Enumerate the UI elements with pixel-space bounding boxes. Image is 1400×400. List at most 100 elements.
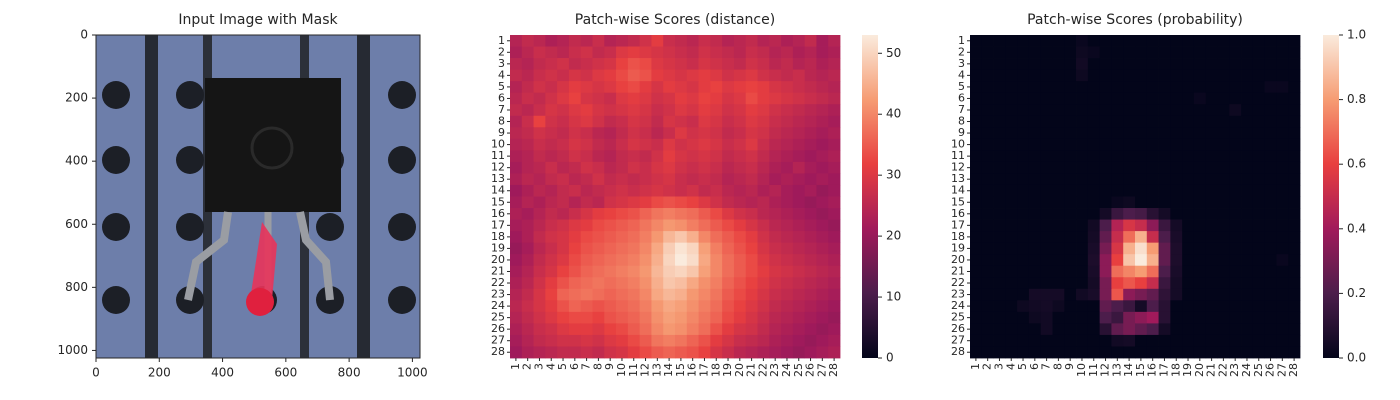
heatmap-cell [663, 81, 676, 94]
heatmap-cell [1229, 288, 1242, 301]
heatmap-cell [1146, 92, 1159, 105]
heatmap-cell [970, 242, 983, 255]
heatmap-cell [1076, 115, 1089, 128]
heatmap-cell [698, 334, 711, 347]
heatmap-cell [1052, 127, 1065, 140]
heatmap-cell [616, 196, 629, 209]
heatmap-cell [1170, 311, 1183, 324]
heatmap-cell [816, 46, 829, 59]
heatmap-cell [580, 81, 593, 94]
heatmap-cell [1123, 161, 1136, 174]
heatmap-cell [804, 208, 817, 220]
heatmap-cell [616, 300, 629, 313]
heatmap-cell [1076, 311, 1089, 324]
heatmap-cell [745, 277, 758, 290]
heatmap-cell [1135, 69, 1148, 82]
heatmap-cell [733, 92, 747, 105]
heatmap-cell [616, 231, 629, 244]
heatmap-cell [1064, 161, 1077, 174]
heatmap-cell [1264, 161, 1277, 174]
heatmap-cell [533, 323, 546, 336]
heatmap-cell [604, 346, 617, 359]
heatmap-cell [1064, 219, 1077, 232]
heatmap-cell [592, 92, 605, 105]
heatmap-cell [970, 81, 983, 94]
heatmap-cell [521, 92, 534, 105]
heatmap-cell [792, 346, 806, 359]
heatmap-cell [1158, 150, 1171, 163]
heatmap-cell [1111, 104, 1124, 117]
heatmap-cell [1005, 323, 1018, 336]
heatmap-cell [1288, 104, 1301, 117]
heatmap-cell [1076, 173, 1089, 186]
heatmap-cell [686, 277, 699, 290]
heatmap-cell [710, 334, 723, 347]
heatmap-cell [510, 311, 523, 324]
heatmap-cell [1087, 115, 1101, 128]
heatmap-cell [1158, 208, 1171, 220]
heatmap-cell [1052, 254, 1065, 267]
heatmap-cell [733, 161, 747, 174]
heatmap-cell [769, 161, 782, 174]
heatmap-cell [663, 231, 676, 244]
heatmap-cell [1276, 231, 1289, 244]
heatmap-cell [993, 334, 1006, 347]
heatmap-cell [710, 323, 723, 336]
heatmap-cell [557, 127, 570, 140]
heatmap-cell [1205, 150, 1218, 163]
heatmap-cell [1005, 277, 1018, 290]
heatmap-cell [1123, 46, 1136, 59]
heatmap-cell [781, 242, 794, 255]
heatmap-cell [1099, 69, 1112, 82]
heatmap-cell [710, 69, 723, 82]
heatmap-cell [1052, 219, 1065, 232]
heatmap-cell [1111, 311, 1124, 324]
heatmap-cell [745, 288, 758, 301]
heatmap-cell [816, 265, 829, 278]
heatmap-cell [568, 277, 582, 290]
heatmap-cell [1146, 334, 1159, 347]
heatmap-cell [1288, 81, 1301, 94]
heatmap-cell [828, 334, 841, 347]
heatmap-cell [993, 231, 1006, 244]
heatmap-cell [781, 35, 794, 47]
heatmap-cell [1170, 92, 1183, 105]
heatmap-cell [722, 219, 735, 232]
heatmap-cell [745, 150, 758, 163]
x-tick-label: 27 [815, 363, 828, 377]
heatmap-cell [710, 242, 723, 255]
heatmap-cell [1005, 58, 1018, 71]
heatmap-cell [1252, 277, 1266, 290]
heatmap-cell [510, 323, 523, 336]
x-tick-label: 4 [1004, 363, 1017, 370]
heatmap-cell [1017, 346, 1030, 359]
heatmap-cell [757, 150, 770, 163]
heatmap-cell [639, 242, 652, 255]
heatmap-cell [545, 300, 558, 313]
heatmap-cell [970, 184, 983, 197]
heatmap-cell [675, 277, 688, 290]
heatmap-cell [981, 92, 994, 105]
heatmap-cell [970, 300, 983, 313]
heatmap-cell [745, 58, 758, 71]
heatmap-cell [675, 115, 688, 128]
heatmap-cell [828, 69, 841, 82]
heatmap-cell [557, 346, 570, 359]
heatmap-cell [710, 288, 723, 301]
heatmap-cell [1111, 46, 1124, 59]
heatmap-cell [970, 277, 983, 290]
heatmap-cell [545, 35, 558, 47]
heatmap-cell [769, 184, 782, 197]
heatmap-cell [1040, 254, 1053, 267]
heatmap-cell [1099, 81, 1112, 94]
heatmap-cell [1123, 104, 1136, 117]
heatmap-cell [1229, 46, 1242, 59]
heatmap-cell [1028, 231, 1042, 244]
y-tick-label: 800 [65, 280, 88, 294]
heatmap-cell [592, 46, 605, 59]
heatmap-cell [1040, 219, 1053, 232]
heatmap-cell [781, 300, 794, 313]
heatmap-cell [1229, 219, 1242, 232]
heatmap-cell [663, 300, 676, 313]
heatmap-cell [1252, 208, 1266, 220]
